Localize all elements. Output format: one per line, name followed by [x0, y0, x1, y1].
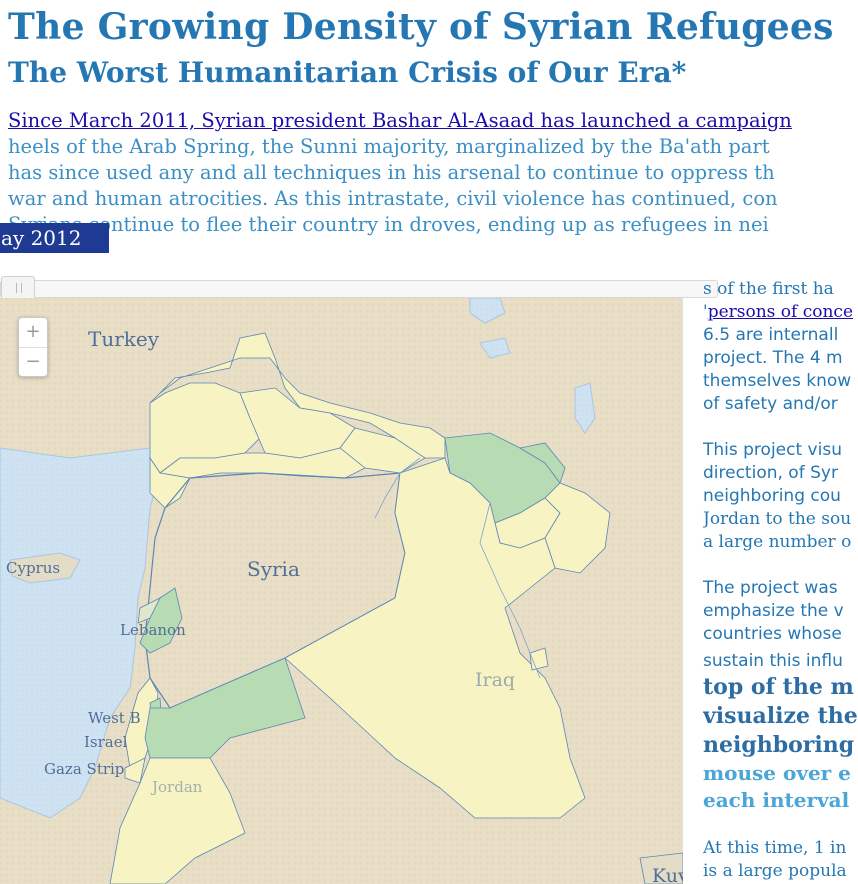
page-subtitle: The Worst Humanitarian Crisis of Our Era… — [8, 56, 687, 89]
lebanon-region — [139, 587, 183, 654]
sidebar-instruction: each interval — [703, 788, 850, 812]
sidebar-line: sustain this influ — [703, 651, 843, 671]
intro-line: has since used any and all techniques in… — [8, 161, 775, 184]
sidebar-instruction: mouse over e — [703, 761, 851, 785]
timeline-date-label: ay 2012 — [0, 223, 109, 253]
intro-line: Syrians continue to flee their country i… — [8, 213, 769, 236]
map-label-cyprus: Cyprus — [6, 559, 60, 577]
intro-line: war and human atrocities. As this intras… — [8, 187, 778, 210]
sidebar-line: This project visu — [703, 440, 842, 460]
page-title: The Growing Density of Syrian Refugees — [8, 6, 834, 48]
intro-link[interactable]: Since March 2011, Syrian president Basha… — [8, 109, 792, 132]
timeline-slider-track[interactable] — [0, 280, 718, 298]
map-label-lebanon: Lebanon — [120, 621, 186, 639]
sidebar-line: 6.5 are internall — [703, 325, 839, 345]
sidebar-line: direction, of Syr — [703, 463, 838, 483]
map-canvas: Turkey Syria Cyprus Lebanon Iraq West B … — [0, 298, 683, 884]
map-label-west-bank: West B — [88, 709, 141, 727]
lake-urmia-shape — [574, 382, 596, 434]
sidebar-line: project. The 4 m — [703, 348, 843, 368]
persons-of-concern-link[interactable]: persons of conce — [707, 302, 854, 322]
map-label-iraq: Iraq — [475, 669, 515, 691]
sidebar-emphasis: top of the m — [703, 674, 854, 700]
lebanon-north-region — [137, 597, 161, 624]
sidebar-line: emphasize the v — [703, 601, 844, 621]
zoom-out-button[interactable]: − — [25, 351, 41, 372]
lake-shape-2 — [479, 337, 511, 359]
iraq-region — [544, 482, 611, 574]
jordan-north-region — [144, 657, 306, 759]
lake-shape — [469, 298, 506, 324]
iraq-duhok-region — [518, 442, 566, 484]
intro-paragraph: Since March 2011, Syrian president Basha… — [8, 108, 858, 236]
intro-line: heels of the Arab Spring, the Sunni majo… — [8, 135, 770, 158]
kuwait-region — [639, 852, 683, 884]
jordan-south-region — [109, 757, 246, 884]
sidebar-line: The project was — [703, 578, 838, 598]
sidebar-line: At this time, 1 in — [703, 838, 847, 858]
turkey-provinces — [149, 332, 446, 509]
zoom-control: + − — [18, 317, 48, 377]
sidebar-line: neighboring cou — [703, 486, 841, 506]
timeline-slider-handle[interactable] — [1, 276, 35, 300]
sidebar-line: themselves know — [703, 371, 852, 391]
sidebar-emphasis: neighboring — [703, 732, 855, 758]
map-label-syria: Syria — [247, 557, 300, 581]
map-label-israel: Israel — [84, 733, 128, 751]
map-label-gaza: Gaza Strip — [44, 760, 124, 778]
river — [374, 457, 421, 519]
sidebar-line: countries whose — [703, 624, 842, 644]
zoom-in-button[interactable]: + — [19, 318, 47, 348]
sidebar-link-prefix: ' — [703, 302, 708, 322]
jordan-region — [124, 757, 146, 784]
sidebar-line: s of the first ha — [703, 279, 834, 299]
sidebar-line: of safety and/or — [703, 394, 838, 414]
river — [479, 502, 541, 679]
map-label-jordan: Jordan — [150, 778, 203, 796]
refugee-map[interactable]: Turkey Syria Cyprus Lebanon Iraq West B … — [0, 298, 683, 884]
sidebar-line: a large number o — [703, 532, 852, 552]
sidebar-emphasis: visualize the — [703, 703, 858, 729]
cyprus-shape — [9, 552, 81, 584]
sidebar-line: is a large popula — [703, 861, 847, 881]
sidebar-line: Jordan to the sou — [703, 509, 852, 529]
iraq-provinces — [284, 457, 586, 819]
sidebar-text: s of the first ha 'persons of conce 6.5 … — [703, 278, 858, 884]
map-label-turkey: Turkey — [88, 327, 160, 351]
map-label-kuwait: Kuv — [652, 865, 683, 884]
